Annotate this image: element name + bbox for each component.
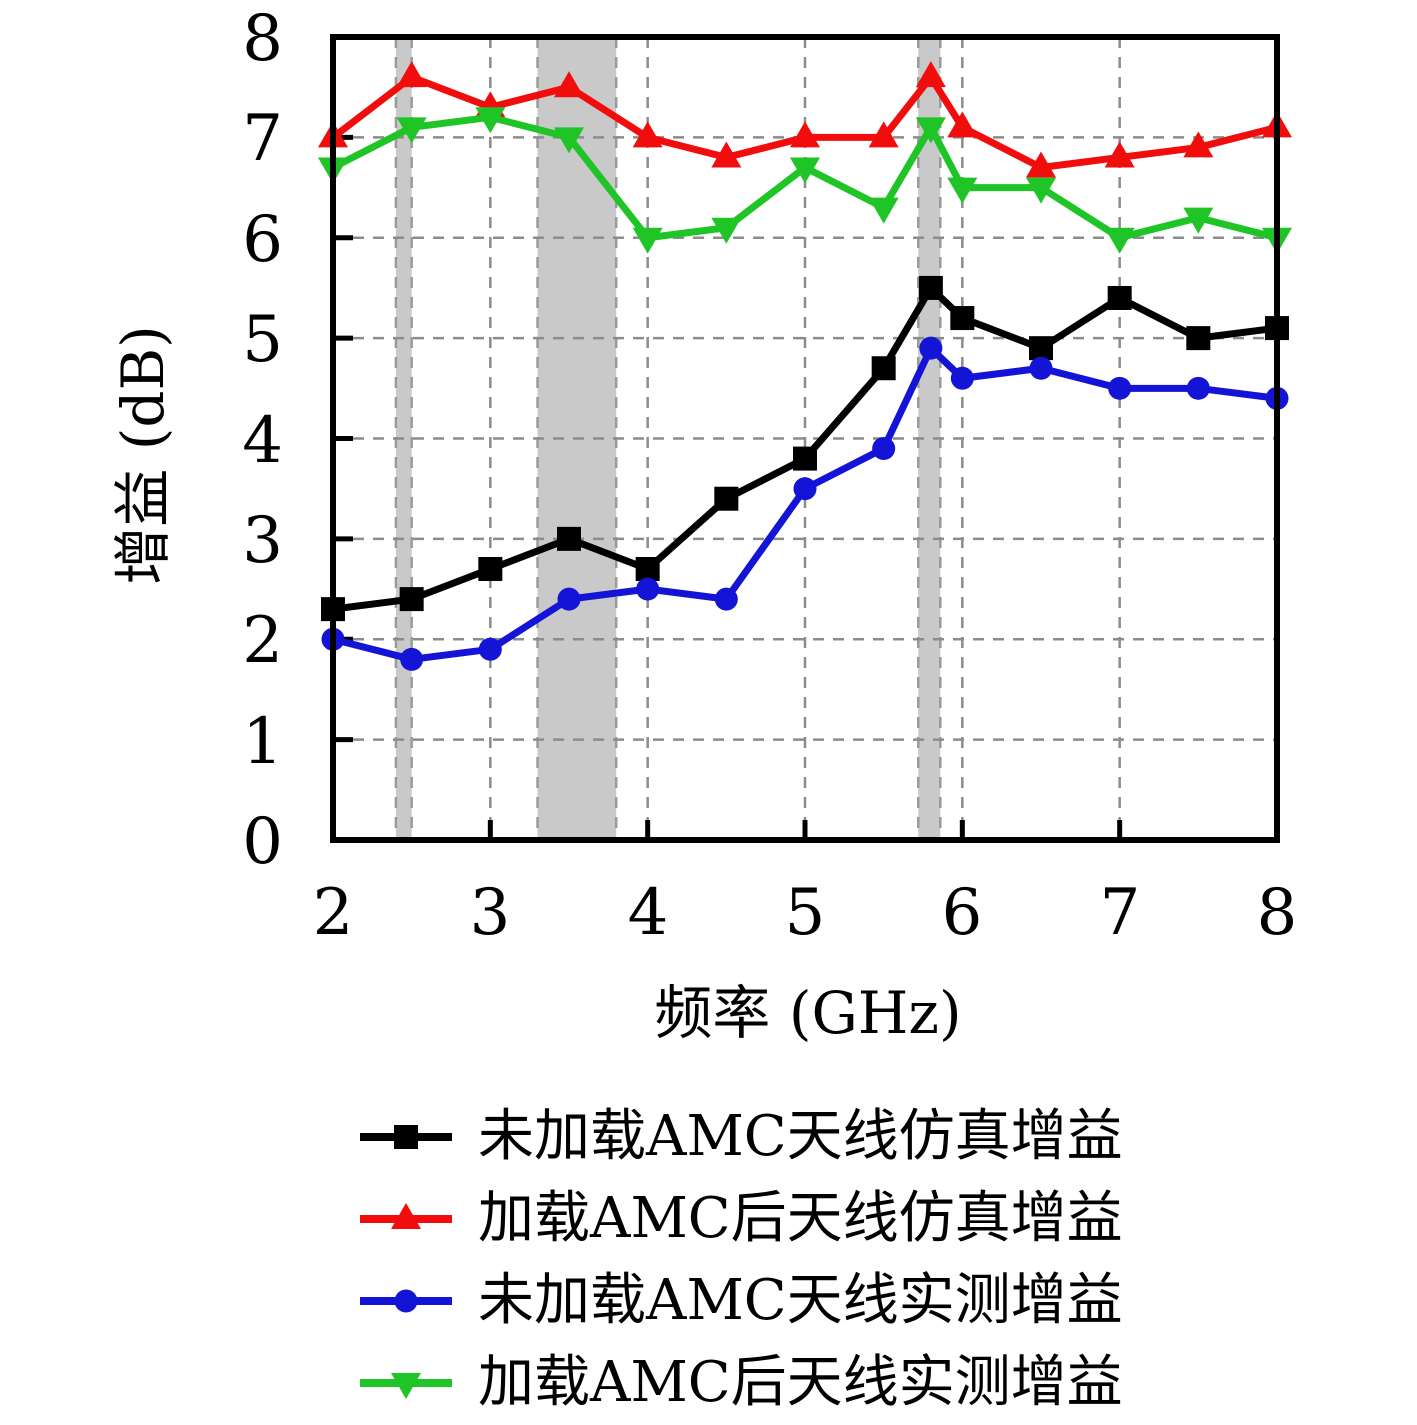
legend-marker-blue-circle-icon [360,1281,452,1321]
data-point-series-2 [872,437,896,461]
data-point-series-1 [868,121,899,148]
data-point-series-3 [915,117,946,144]
data-point-series-0 [950,306,975,331]
data-point-series-2 [636,577,660,601]
data-point-series-2 [919,336,943,360]
data-point-series-1 [711,141,742,168]
legend-entry-meas-with-amc: 加载AMC后天线实测增益 [360,1342,1123,1424]
data-point-series-1 [1183,131,1214,158]
x-tick-label: 2 [313,876,354,950]
legend-label: 加载AMC后天线仿真增益 [478,1186,1123,1251]
data-point-series-0 [1186,326,1211,351]
legend-label: 未加载AMC天线仿真增益 [478,1104,1123,1169]
data-point-series-2 [478,637,502,661]
data-point-series-2 [950,366,974,390]
legend-marker-glyph [391,1203,421,1229]
y-tick-label: 8 [242,2,283,76]
data-point-series-2 [400,647,424,671]
data-point-series-3 [554,127,584,154]
x-tick-label: 7 [1100,876,1141,950]
data-point-series-1 [947,111,978,138]
data-point-series-2 [1108,376,1132,400]
data-point-series-1 [554,71,584,98]
series-line-1 [330,71,1278,172]
legend-entry-sim-with-amc: 加载AMC后天线仿真增益 [360,1178,1123,1260]
data-point-series-0 [793,446,817,471]
x-tick-label: 3 [470,876,511,950]
x-axis-tick-labels: 2 3 4 5 6 7 8 [313,876,1298,950]
data-point-series-0 [871,356,896,381]
legend-entry-sim-no-amc: 未加载AMC天线仿真增益 [360,1096,1123,1178]
data-point-series-3 [1104,227,1135,254]
y-axis-title: 增益 (dB) [109,325,177,584]
legend-marker-red-triangle-icon [360,1199,452,1239]
y-tick-label: 5 [242,303,283,377]
y-tick-label: 6 [242,203,283,277]
x-tick-label: 5 [785,876,826,950]
legend-marker-green-triangle-icon [360,1363,452,1403]
x-axis-title: 频率 (GHz) [654,979,961,1047]
data-point-series-3 [475,107,506,134]
data-point-series-2 [557,587,581,611]
legend-entry-meas-no-amc: 未加载AMC天线实测增益 [360,1260,1123,1342]
x-tick-label: 4 [628,876,669,950]
data-point-series-3 [396,117,427,144]
x-tick-label: 6 [942,876,983,950]
legend-marker-black-square-icon [360,1117,452,1157]
data-point-series-2 [1186,376,1210,400]
data-point-series-0 [714,486,739,511]
data-point-series-0 [918,275,943,300]
legend-marker-glyph [394,1125,418,1149]
series-line-0 [332,282,1278,613]
data-point-series-2 [714,587,738,611]
gain-chart: 2 3 4 5 6 7 8 0 1 2 3 4 5 6 7 8 频率 (GHz)… [109,2,1298,1047]
data-point-series-2 [793,477,817,501]
legend-marker-glyph [394,1289,418,1313]
data-point-series-3 [790,157,820,184]
x-tick-label: 8 [1257,876,1298,950]
data-point-series-3 [1026,177,1056,204]
y-tick-label: 2 [242,604,283,678]
data-point-series-0 [635,556,660,581]
data-point-series-1 [790,121,820,148]
data-point-series-2 [1029,356,1053,380]
data-point-series-0 [478,556,503,581]
data-point-series-1 [1104,141,1135,168]
data-point-series-3 [868,197,899,224]
data-point-series-3 [947,177,978,204]
y-tick-label: 4 [242,404,283,478]
y-tick-label: 3 [242,504,283,578]
plot-frame [330,34,1280,843]
data-point-series-3 [711,217,742,244]
data-point-series-3 [1183,207,1214,234]
legend-label: 加载AMC后天线实测增益 [478,1350,1123,1415]
plot-area [318,34,1292,843]
data-point-series-0 [1107,285,1132,310]
legend: 未加载AMC天线仿真增益 加载AMC后天线仿真增益 未加载AMC天线实测增益 加… [360,1096,1123,1424]
legend-label: 未加载AMC天线实测增益 [478,1268,1123,1333]
y-tick-label: 0 [242,805,283,879]
data-point-series-1 [396,61,427,88]
y-tick-label: 7 [242,102,283,176]
data-point-series-1 [632,121,663,148]
data-point-series-0 [557,526,581,551]
data-point-series-3 [632,227,663,254]
y-tick-label: 1 [242,705,283,779]
data-point-series-0 [1029,336,1053,361]
y-axis-tick-labels: 0 1 2 3 4 5 6 7 8 [242,2,283,879]
data-point-series-0 [399,587,424,612]
data-point-series-1 [915,61,946,88]
legend-marker-glyph [391,1373,421,1399]
series-line-2 [332,342,1278,663]
data-point-series-1 [1026,151,1056,178]
